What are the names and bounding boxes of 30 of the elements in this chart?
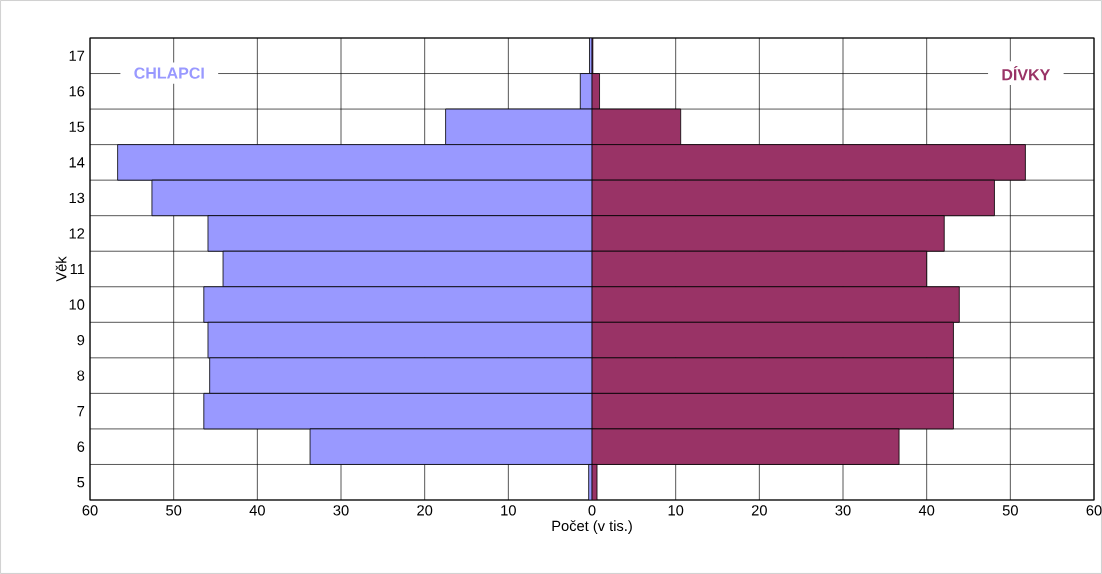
y-tick-label: 13 [69,192,85,204]
x-axis-title: Počet (v tis.) [552,520,632,534]
y-tick-label: 14 [69,157,85,168]
x-tick-label: 10 [668,505,684,516]
x-tick-label: 10 [501,505,516,516]
y-tick-label: 17 [69,50,85,61]
y-tick-label: 7 [77,406,85,417]
y-tick-label: 10 [69,299,85,310]
y-tick-label: 5 [77,477,85,488]
y-tick-label: 11 [70,263,85,275]
x-tick-label: 30 [333,505,349,516]
x-tick-label: 30 [835,505,851,516]
y-tick-label: 12 [69,228,85,239]
text: DÍVKY [1002,66,1051,81]
x-tick-label: 40 [918,505,935,516]
x-tick-label: 20 [751,505,767,516]
y-tick-label: 9 [77,334,85,346]
x-tick-label: 40 [249,505,265,516]
y-axis-title: Věk [55,256,67,282]
x-tick-label: 60 [1086,505,1102,516]
text: CHLAPCI [134,67,204,79]
x-tick-label: 20 [417,505,433,516]
x-tick-label: 50 [166,505,182,516]
x-tick-label: 60 [82,505,98,516]
x-tick-label: 50 [1002,505,1018,516]
y-tick-label: 15 [69,121,85,132]
x-tick-label: 0 [588,505,596,516]
y-tick-label: 8 [77,370,85,381]
y-tick-label: 6 [77,441,85,452]
y-tick-label: 16 [69,86,85,97]
